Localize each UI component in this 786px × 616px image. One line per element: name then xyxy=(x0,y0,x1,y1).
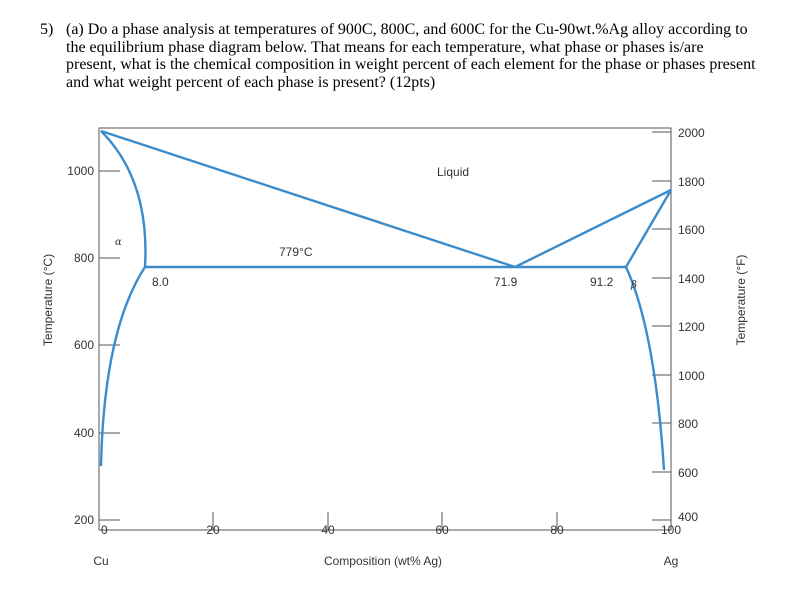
composition-tick-80: 80 xyxy=(550,523,564,537)
fahrenheit-tick-800: 800 xyxy=(678,417,698,431)
phase-boundaries xyxy=(99,129,673,471)
alpha-solvus xyxy=(99,266,147,467)
x-axis-label: Composition (wt% Ag) xyxy=(324,554,442,568)
fahrenheit-tick-marks xyxy=(652,131,671,521)
cu-element-label: Cu xyxy=(93,554,108,568)
question-number: 5) xyxy=(40,21,54,38)
beta-limit-label: 91.2 xyxy=(590,275,614,289)
composition-tick-60: 60 xyxy=(435,523,449,537)
celsius-tick-marks xyxy=(99,170,120,521)
alpha-phase-label: α xyxy=(115,237,122,248)
alpha-limit-label: 8.0 xyxy=(152,275,169,289)
composition-tick-40: 40 xyxy=(321,523,335,537)
celsius-tick-400: 400 xyxy=(74,426,94,440)
beta-phase-label: β xyxy=(630,280,637,291)
fahrenheit-tick-400: 400 xyxy=(678,510,698,524)
beta-solvus xyxy=(624,266,666,471)
eutectic-temp-label: 779°C xyxy=(279,245,313,259)
fahrenheit-tick-600: 600 xyxy=(678,466,698,480)
composition-tick-0: 0 xyxy=(101,523,108,537)
liquidus-cu-side xyxy=(100,129,516,269)
plot-frame xyxy=(98,127,672,531)
beta-solidus xyxy=(624,189,673,268)
composition-tick-100: 100 xyxy=(661,523,681,537)
celsius-tick-200: 200 xyxy=(74,513,94,527)
right-axis-label: Temperature (°F) xyxy=(734,255,748,346)
ag-element-label: Ag xyxy=(664,554,679,568)
fahrenheit-tick-1600: 1600 xyxy=(678,223,705,237)
alpha-solidus xyxy=(100,130,147,268)
celsius-tick-800: 800 xyxy=(74,251,94,265)
composition-tick-20: 20 xyxy=(206,523,220,537)
liquid-region-label: Liquid xyxy=(437,165,469,179)
composition-tick-marks xyxy=(98,512,672,530)
fahrenheit-tick-1800: 1800 xyxy=(678,175,705,189)
eutectic-comp-label: 71.9 xyxy=(494,275,518,289)
left-axis-label: Temperature (°C) xyxy=(41,254,55,346)
fahrenheit-tick-1200: 1200 xyxy=(678,320,705,334)
fahrenheit-tick-1000: 1000 xyxy=(678,369,705,383)
liquidus-ag-side xyxy=(514,188,672,269)
celsius-tick-600: 600 xyxy=(74,338,94,352)
fahrenheit-tick-2000: 2000 xyxy=(678,126,705,140)
celsius-tick-1000: 1000 xyxy=(67,164,94,178)
question-body: (a) Do a phase analysis at temperatures … xyxy=(66,21,756,91)
fahrenheit-tick-1400: 1400 xyxy=(678,272,705,286)
